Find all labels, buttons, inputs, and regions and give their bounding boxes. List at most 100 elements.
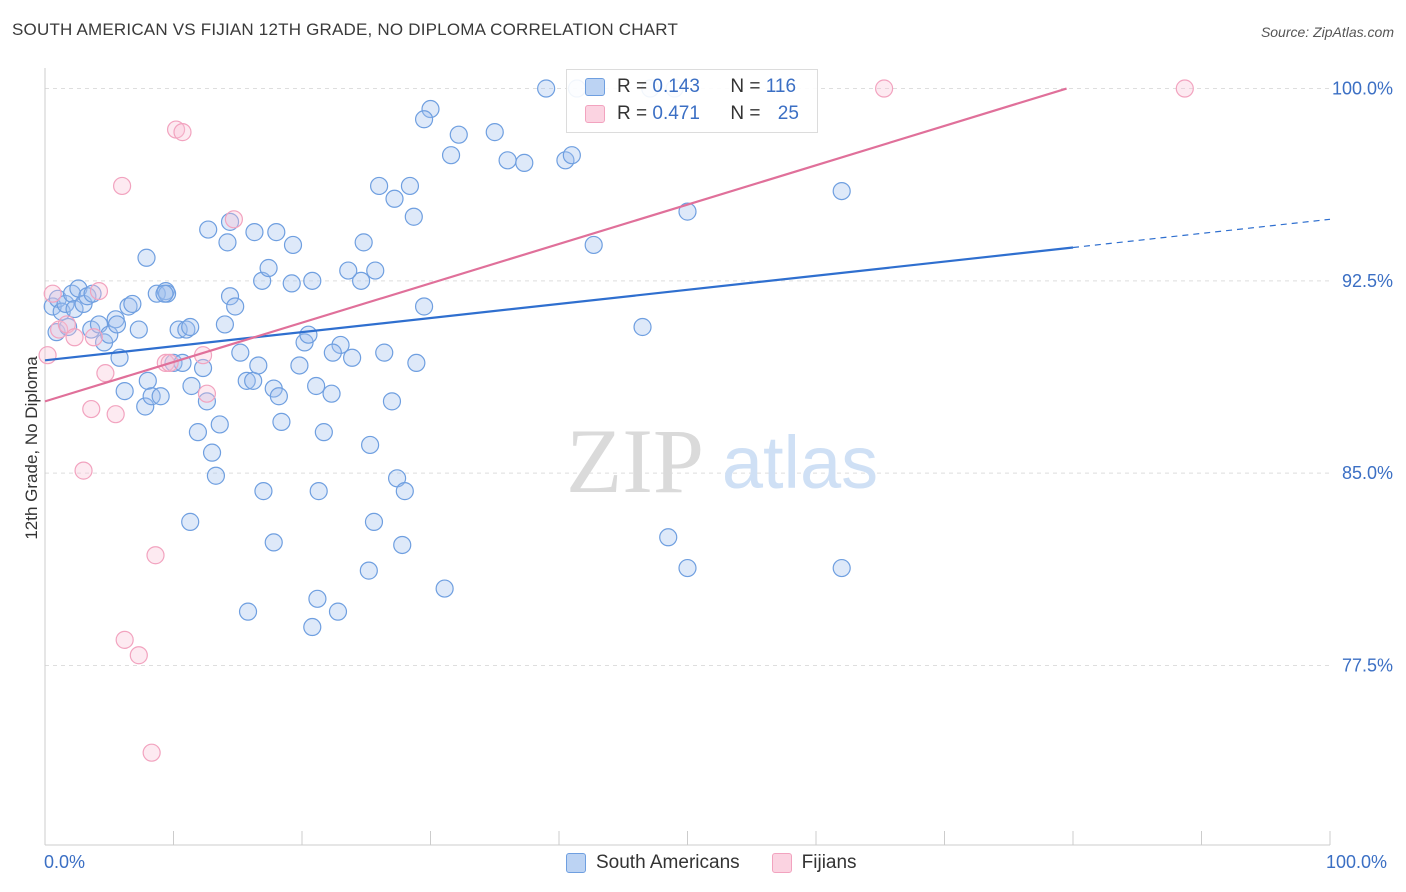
legend-row-fijians: R = 0.471 N = 25 xyxy=(585,101,799,127)
south-american-trendline xyxy=(44,246,1074,362)
south-american-point xyxy=(364,512,384,531)
south-american-point xyxy=(267,223,286,242)
south-american-point xyxy=(361,435,380,455)
south-american-point xyxy=(123,294,142,314)
south-american-point xyxy=(343,348,362,367)
south-american-point xyxy=(414,110,434,129)
legend-r-value: 0.143 xyxy=(652,76,700,97)
fijian-point xyxy=(82,399,101,419)
south-american-point xyxy=(421,99,440,119)
south-american-point xyxy=(182,376,201,396)
south-american-point xyxy=(354,233,373,252)
south-american-point xyxy=(515,153,534,172)
south-american-point xyxy=(245,223,264,242)
south-american-point xyxy=(264,533,283,552)
fijian-point xyxy=(224,210,243,229)
south-american-point xyxy=(678,558,697,578)
stats-legend: R = 0.143 N = 116 R = 0.471 N = 25 xyxy=(566,69,818,133)
south-american-point xyxy=(137,248,156,267)
south-american-point xyxy=(307,376,326,396)
south-american-point xyxy=(269,387,288,406)
south-american-point xyxy=(352,271,371,290)
y-axis-label: 12th Grade, No Diploma xyxy=(22,356,41,540)
south-american-point xyxy=(197,392,217,411)
south-american-point xyxy=(237,371,256,390)
south-american-point xyxy=(181,512,200,531)
fijian-point xyxy=(65,328,84,347)
blue-swatch-icon xyxy=(585,78,605,96)
legend-n-label: N = xyxy=(730,76,766,97)
south-american-point xyxy=(314,423,333,442)
south-american-point xyxy=(441,146,461,165)
legend-r-value: 0.471 xyxy=(652,103,700,124)
legend-label-fijians: Fijians xyxy=(801,852,857,873)
south-american-point xyxy=(210,415,229,434)
fijian-point xyxy=(146,546,165,565)
south-american-point xyxy=(395,482,414,501)
legend-label-south-americans: South Americans xyxy=(596,852,740,873)
south-american-point xyxy=(56,294,75,314)
south-american-point xyxy=(584,235,603,255)
watermark-atlas: atlas xyxy=(722,421,878,504)
fijian-point xyxy=(875,79,894,98)
fijian-point xyxy=(197,384,217,403)
legend-n-label: N = xyxy=(730,103,766,124)
south-american-point xyxy=(449,125,468,144)
south-american-point xyxy=(129,320,148,339)
south-american-point xyxy=(537,79,556,98)
fijian-point xyxy=(96,364,115,383)
south-american-point xyxy=(498,151,517,170)
legend-row-south-americans: R = 0.143 N = 116 xyxy=(585,74,796,100)
fijian-point xyxy=(89,281,109,301)
south-american-point xyxy=(832,558,851,578)
south-american-point xyxy=(155,284,174,303)
south-american-point xyxy=(678,202,697,221)
fijian-point xyxy=(74,461,93,480)
south-american-point xyxy=(220,287,240,306)
south-american-point xyxy=(188,423,208,442)
south-american-point xyxy=(193,358,213,378)
south-american-point xyxy=(226,297,245,316)
fijian-point xyxy=(112,176,132,196)
south-american-point xyxy=(299,325,318,344)
legend-item-fijians: Fijians xyxy=(771,852,857,874)
south-american-point xyxy=(249,356,268,375)
south-american-point xyxy=(47,323,66,342)
fijian-trendline xyxy=(44,87,1067,403)
south-american-point xyxy=(259,258,278,278)
south-american-point xyxy=(633,317,652,337)
south-american-point xyxy=(308,589,327,608)
blue-swatch-icon xyxy=(566,853,586,873)
pink-swatch-icon xyxy=(771,853,792,873)
legend-n-value: 116 xyxy=(765,76,797,97)
series-legend: South Americans Fijians xyxy=(566,852,889,874)
legend-item-south-americans: South Americans xyxy=(566,852,740,874)
legend-r-label: R = xyxy=(617,76,653,97)
y-tick-label: 85.0% xyxy=(1342,463,1393,483)
y-tick-label: 100.0% xyxy=(1332,79,1393,99)
south-american-point xyxy=(385,189,404,208)
south-american-point xyxy=(215,315,234,334)
south-american-point xyxy=(206,466,226,485)
south-american-point xyxy=(282,274,301,293)
x-axis-max-label: 100.0% xyxy=(1326,852,1388,872)
fijian-point xyxy=(115,630,134,649)
south-american-point xyxy=(382,392,402,411)
south-american-point xyxy=(115,382,134,401)
south-american-trendline-extension xyxy=(1072,218,1331,249)
south-american-point xyxy=(562,146,581,165)
south-american-point xyxy=(136,397,155,416)
south-american-point xyxy=(231,343,250,362)
south-american-point xyxy=(485,123,504,142)
fijian-point xyxy=(1175,79,1194,98)
y-tick-label: 77.5% xyxy=(1342,655,1393,675)
south-american-point xyxy=(407,353,426,373)
south-american-point xyxy=(331,335,350,355)
south-american-point xyxy=(366,261,385,280)
south-american-point xyxy=(181,317,200,337)
south-american-point xyxy=(218,233,237,252)
south-american-point xyxy=(238,602,258,621)
south-american-point xyxy=(303,617,322,637)
south-american-point xyxy=(435,579,454,598)
south-american-point xyxy=(290,356,309,375)
